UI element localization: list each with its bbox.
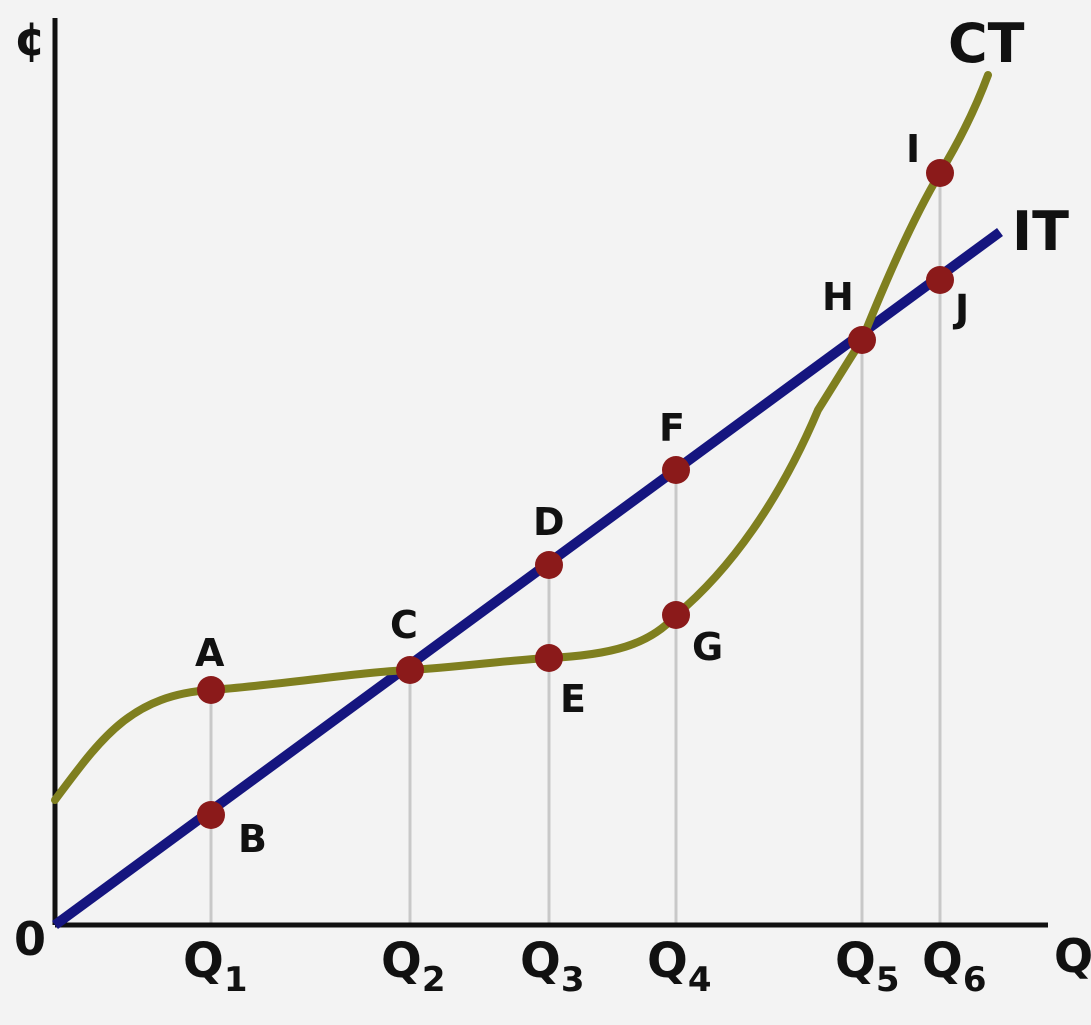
point-a-label: A <box>195 631 225 675</box>
point-f-label: F <box>659 406 685 450</box>
q6-tick-label: Q6 <box>922 933 986 1000</box>
point-b-label: B <box>238 817 267 861</box>
ct-curve-label: CT <box>948 12 1025 75</box>
q4-tick-label: Q4 <box>647 933 711 1000</box>
point-d <box>535 551 563 579</box>
point-h-label: H <box>822 275 854 319</box>
q1-sub: 1 <box>224 960 248 1000</box>
point-i-label: I <box>906 127 920 171</box>
point-b <box>197 801 225 829</box>
q6-main: Q <box>922 933 963 989</box>
q1-main: Q <box>183 933 224 989</box>
q6-sub: 6 <box>963 960 987 1000</box>
point-g <box>662 601 690 629</box>
y-axis-label: ¢ <box>14 12 46 66</box>
point-d-label: D <box>533 500 565 544</box>
x-axis-label: Q <box>1054 929 1091 983</box>
ct-curve <box>51 71 992 804</box>
point-h <box>848 326 876 354</box>
point-g-label: G <box>692 625 723 669</box>
it-line-label: IT <box>1012 200 1069 263</box>
q1-tick-label: Q1 <box>183 933 247 1000</box>
point-j <box>926 266 954 294</box>
point-j-label: J <box>952 287 969 331</box>
q3-main: Q <box>520 933 561 989</box>
point-c <box>396 656 424 684</box>
q5-main: Q <box>835 933 876 989</box>
point-f <box>662 456 690 484</box>
origin-label: 0 <box>14 912 46 966</box>
guide-lines <box>209 173 942 925</box>
q2-tick-label: Q2 <box>381 933 445 1000</box>
q2-sub: 2 <box>422 960 446 1000</box>
q4-sub: 4 <box>688 960 712 1000</box>
points <box>197 159 954 829</box>
point-e-label: E <box>560 677 586 721</box>
q4-main: Q <box>647 933 688 989</box>
point-c-label: C <box>390 603 418 647</box>
q5-sub: 5 <box>876 960 900 1000</box>
q5-tick-label: Q5 <box>835 933 899 1000</box>
q3-sub: 3 <box>561 960 585 1000</box>
q2-main: Q <box>381 933 422 989</box>
point-e <box>535 644 563 672</box>
point-i <box>926 159 954 187</box>
q3-tick-label: Q3 <box>520 933 584 1000</box>
point-a <box>197 676 225 704</box>
